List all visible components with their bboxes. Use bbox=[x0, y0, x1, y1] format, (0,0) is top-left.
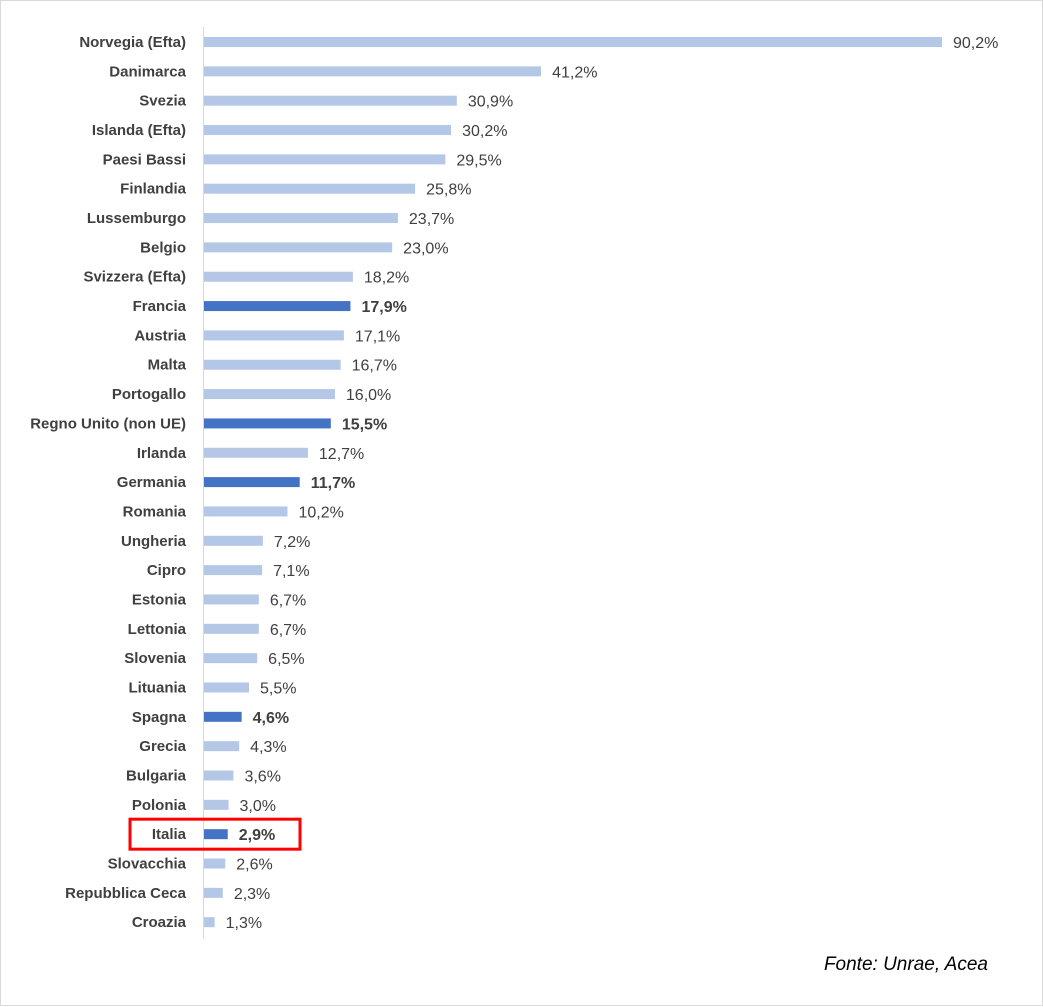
category-label: Belgio bbox=[140, 239, 186, 256]
value-label: 25,8% bbox=[426, 182, 471, 199]
category-label: Austria bbox=[134, 327, 186, 344]
bar bbox=[204, 183, 416, 194]
category-label: Ungheria bbox=[121, 533, 187, 550]
bar bbox=[204, 389, 335, 400]
category-label: Grecia bbox=[139, 738, 186, 755]
bar bbox=[204, 447, 308, 458]
value-label: 23,0% bbox=[403, 240, 448, 257]
value-label: 3,0% bbox=[240, 798, 276, 815]
value-label: 10,2% bbox=[298, 504, 343, 521]
value-label: 7,2% bbox=[274, 534, 310, 551]
category-label: Repubblica Ceca bbox=[65, 885, 187, 902]
value-label: 17,9% bbox=[361, 299, 406, 316]
value-label: 4,3% bbox=[250, 739, 286, 756]
highlight-box bbox=[128, 817, 302, 851]
value-label: 1,3% bbox=[226, 915, 262, 932]
value-label: 16,7% bbox=[352, 358, 397, 375]
bar bbox=[204, 37, 942, 47]
bar bbox=[204, 506, 288, 517]
value-label: 6,5% bbox=[268, 651, 304, 668]
category-label: Lituania bbox=[128, 679, 186, 696]
category-label: Finlandia bbox=[120, 181, 186, 198]
value-label: 4,6% bbox=[253, 710, 289, 727]
category-label: Danimarca bbox=[109, 63, 186, 80]
category-label: Spagna bbox=[132, 709, 187, 726]
category-label: Islanda (Efta) bbox=[92, 122, 186, 139]
bar bbox=[204, 125, 452, 136]
bar bbox=[204, 359, 341, 370]
value-label: 7,1% bbox=[273, 563, 309, 580]
value-label: 30,2% bbox=[462, 123, 507, 140]
category-label: Portogallo bbox=[112, 386, 186, 403]
value-label: 2,6% bbox=[236, 857, 272, 874]
bar bbox=[204, 623, 259, 634]
category-label: Norvegia (Efta) bbox=[79, 34, 186, 51]
bar bbox=[204, 271, 353, 282]
category-label: Irlanda bbox=[137, 445, 187, 462]
category-label: Paesi Bassi bbox=[103, 151, 186, 168]
category-label: Svezia bbox=[139, 93, 186, 110]
bar bbox=[204, 770, 234, 781]
value-label: 5,5% bbox=[260, 680, 296, 697]
source-note: Fonte: Unrae, Acea bbox=[823, 954, 988, 975]
value-label: 16,0% bbox=[346, 387, 391, 404]
bar bbox=[204, 242, 393, 253]
value-label: 15,5% bbox=[342, 416, 387, 433]
category-label: Estonia bbox=[132, 591, 187, 608]
value-label: 6,7% bbox=[270, 622, 306, 639]
value-label: 18,2% bbox=[364, 270, 409, 287]
bar bbox=[204, 213, 398, 224]
bars-group: Norvegia (Efta) 90,2% Danimarca 41,2% Svezia… bbox=[30, 34, 998, 932]
category-label: Slovenia bbox=[124, 650, 186, 667]
value-label: 30,9% bbox=[468, 94, 513, 111]
bar bbox=[204, 594, 259, 605]
value-label: 23,7% bbox=[409, 211, 454, 228]
bar bbox=[204, 477, 300, 488]
bar bbox=[204, 917, 215, 928]
value-label: 17,1% bbox=[355, 328, 400, 345]
bar bbox=[204, 653, 258, 664]
bar bbox=[204, 330, 344, 341]
value-label: 3,6% bbox=[244, 769, 280, 786]
category-label: Lettonia bbox=[128, 621, 187, 638]
category-label: Bulgaria bbox=[126, 768, 187, 785]
bar bbox=[204, 66, 542, 77]
bar bbox=[204, 682, 249, 693]
bar bbox=[204, 565, 263, 576]
category-label: Francia bbox=[133, 298, 187, 315]
value-label: 2,3% bbox=[234, 886, 270, 903]
value-label: 6,7% bbox=[270, 592, 306, 609]
category-label: Regno Unito (non UE) bbox=[30, 415, 186, 432]
bar bbox=[204, 711, 242, 722]
value-label: 29,5% bbox=[456, 152, 501, 169]
category-label: Lussemburgo bbox=[87, 210, 186, 227]
category-label: Svizzera (Efta) bbox=[83, 269, 186, 286]
category-label: Croazia bbox=[132, 914, 187, 931]
bar bbox=[204, 799, 229, 810]
category-label: Cipro bbox=[147, 562, 186, 579]
category-label: Romania bbox=[123, 503, 187, 520]
bar bbox=[204, 535, 263, 546]
bar bbox=[204, 418, 331, 429]
value-label: 41,2% bbox=[552, 64, 597, 81]
value-label: 2,9% bbox=[239, 827, 275, 844]
category-label: Italia bbox=[152, 826, 187, 843]
category-label: Germania bbox=[117, 474, 187, 491]
category-label: Malta bbox=[148, 357, 187, 374]
bar bbox=[204, 741, 240, 752]
bar bbox=[204, 95, 457, 106]
category-label: Polonia bbox=[132, 797, 187, 814]
bar bbox=[204, 858, 226, 869]
value-label: 90,2% bbox=[953, 35, 998, 52]
bar bbox=[204, 887, 223, 898]
value-label: 12,7% bbox=[319, 446, 364, 463]
category-label: Slovacchia bbox=[108, 856, 187, 873]
bar bbox=[204, 154, 446, 165]
bar bbox=[204, 829, 228, 840]
bar bbox=[204, 301, 351, 312]
value-label: 11,7% bbox=[311, 475, 355, 492]
